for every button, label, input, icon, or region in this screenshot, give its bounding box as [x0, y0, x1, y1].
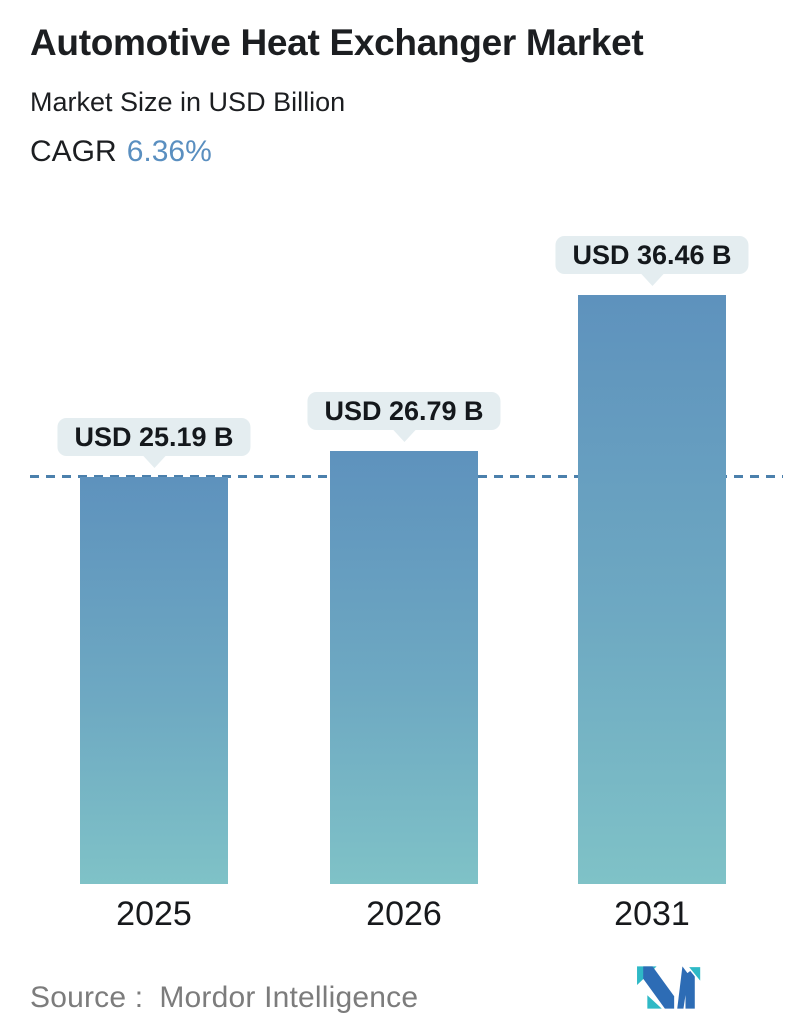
value-label-2025: USD 25.19 B: [57, 418, 251, 456]
bar-group-2031: USD 36.46 B 2031: [555, 0, 749, 1034]
bar-2031: [578, 295, 726, 884]
cagr-value: 6.36%: [126, 135, 212, 168]
bar-group-2026: USD 26.79 B 2026: [307, 0, 501, 1034]
axis-label-2026: 2026: [366, 895, 442, 933]
cagr-label: CAGR: [30, 135, 117, 168]
source-name: Mordor Intelligence: [159, 981, 419, 1014]
value-label-text: USD 25.19 B: [74, 422, 234, 452]
axis-label-2025: 2025: [116, 895, 192, 933]
bar-group-2025: USD 25.19 B 2025: [57, 0, 251, 1034]
value-label-text: USD 26.79 B: [324, 396, 484, 426]
source-label: Source :: [30, 981, 144, 1014]
source-text: Source : Mordor Intelligence: [30, 981, 418, 1015]
axis-label-2031: 2031: [614, 895, 690, 933]
cagr-row: CAGR 6.36%: [30, 135, 212, 169]
mordor-intelligence-logo: [637, 965, 702, 1009]
value-label-2031: USD 36.46 B: [555, 236, 749, 274]
value-label-2026: USD 26.79 B: [307, 392, 501, 430]
page-title: Automotive Heat Exchanger Market: [30, 22, 644, 63]
bar-2026: [330, 451, 478, 884]
value-label-text: USD 36.46 B: [572, 240, 732, 270]
chart-subtitle: Market Size in USD Billion: [30, 87, 346, 117]
bar-2025: [80, 477, 228, 884]
